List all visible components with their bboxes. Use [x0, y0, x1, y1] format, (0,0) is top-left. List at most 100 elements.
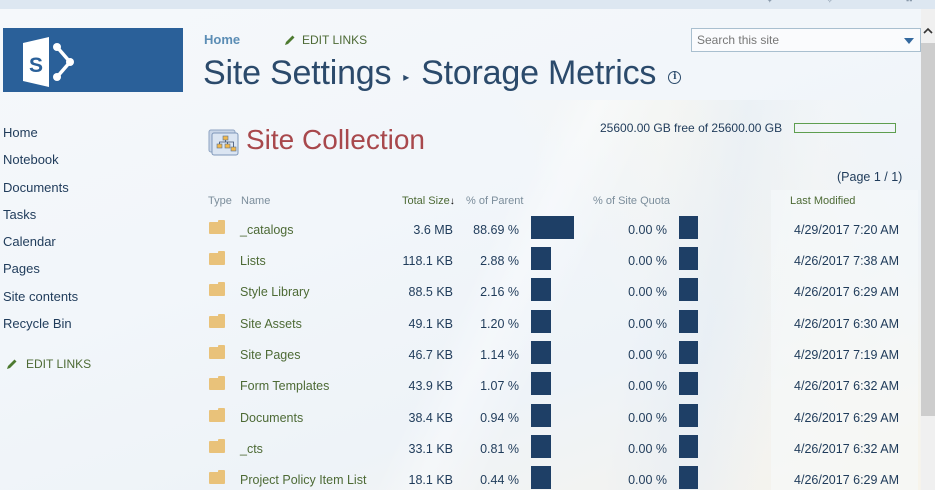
row-name-link[interactable]: Style Library — [240, 285, 310, 299]
row-pct-quota: 0.00 % — [628, 473, 667, 487]
sidebar-item-documents[interactable]: Documents — [3, 180, 69, 195]
table-row[interactable]: Site Assets 49.1 KB 1.20 % 0.00 % 4/26/2017 … — [200, 310, 920, 346]
table-row[interactable]: Documents 38.4 KB 0.94 % 0.00 % 4/26/2017 6:… — [200, 404, 920, 440]
table-row[interactable]: _cts 33.1 KB 0.81 % 0.00 % 4/26/2017 6:32 AM — [200, 435, 920, 471]
row-total-size: 38.4 KB — [408, 411, 453, 425]
row-total-size: 3.6 MB — [413, 223, 453, 237]
window-controls-icon[interactable]: ▪▪ — [906, 0, 913, 5]
row-pct-parent: 88.69 % — [473, 223, 519, 237]
pct-parent-bar — [531, 310, 551, 333]
column-header-pct-quota[interactable]: % of Site Quota — [593, 195, 671, 207]
top-nav-edit-links[interactable]: EDIT LINKS — [284, 33, 367, 47]
scrollbar-thumb[interactable] — [921, 43, 935, 416]
table-row[interactable]: Project Policy Item List 18.1 KB 0.44 % 0.0… — [200, 466, 920, 490]
folder-icon — [209, 439, 225, 453]
row-name-link[interactable]: Site Assets — [240, 317, 302, 331]
row-total-size: 49.1 KB — [408, 317, 453, 331]
row-pct-parent: 2.88 % — [480, 254, 519, 268]
row-pct-parent: 0.81 % — [480, 442, 519, 456]
page-title: Site Settings ▸ Storage Metrics i — [203, 54, 682, 93]
folder-icon — [209, 408, 225, 422]
sharepoint-logo-icon: S — [23, 37, 74, 87]
sidebar-item-site-contents[interactable]: Site contents — [3, 289, 79, 304]
folder-icon — [209, 314, 225, 328]
pager: (Page 1 / 1) — [837, 170, 903, 184]
row-pct-parent: 0.94 % — [480, 411, 519, 425]
table-row[interactable]: Lists 118.1 KB 2.88 % 0.00 % 4/26/2017 7:38 … — [200, 247, 920, 283]
vertical-scrollbar[interactable] — [921, 9, 935, 490]
breadcrumb-site-settings[interactable]: Site Settings — [203, 54, 392, 92]
row-total-size: 18.1 KB — [408, 473, 453, 487]
table-row[interactable]: Form Templates 43.9 KB 1.07 % 0.00 % 4/26/20… — [200, 372, 920, 408]
pct-quota-bar — [679, 466, 698, 489]
row-pct-quota: 0.00 % — [628, 285, 667, 299]
sidebar-item-calendar[interactable]: Calendar — [3, 234, 56, 249]
storage-quota-bar — [794, 123, 896, 133]
pct-parent-bar — [531, 216, 574, 239]
top-nav-home-link[interactable]: Home — [204, 32, 241, 47]
row-name-link[interactable]: Documents — [240, 411, 304, 425]
row-last-modified: 4/29/2017 7:20 AM — [794, 223, 899, 237]
column-header-total-size[interactable]: Total Size↓ — [402, 195, 455, 207]
row-total-size: 43.9 KB — [408, 379, 453, 393]
folder-icon — [209, 220, 225, 234]
row-name-link[interactable]: Project Policy Item List — [240, 473, 367, 487]
row-last-modified: 4/26/2017 6:29 AM — [794, 473, 899, 487]
storage-quota-text: 25600.00 GB free of 25600.00 GB — [600, 121, 783, 135]
sidebar-item-tasks[interactable]: Tasks — [3, 207, 37, 222]
table-row[interactable]: Site Pages 46.7 KB 1.14 % 0.00 % 4/29/2017 7… — [200, 341, 920, 377]
row-last-modified: 4/26/2017 7:38 AM — [794, 254, 899, 268]
info-icon[interactable]: i — [668, 70, 682, 84]
row-name-link[interactable]: Site Pages — [240, 348, 301, 362]
sharepoint-logo[interactable]: S — [3, 28, 183, 92]
column-header-name[interactable]: Name — [241, 195, 271, 207]
row-last-modified: 4/26/2017 6:32 AM — [794, 379, 899, 393]
table-row[interactable]: Style Library 88.5 KB 2.16 % 0.00 % 4/26/201… — [200, 278, 920, 314]
pct-parent-bar — [531, 404, 551, 427]
search-box — [691, 28, 921, 52]
row-pct-quota: 0.00 % — [628, 348, 667, 362]
total-size-label: Total Size — [402, 195, 450, 207]
sidebar-item-pages[interactable]: Pages — [3, 261, 40, 276]
row-last-modified: 4/29/2017 7:19 AM — [794, 348, 899, 362]
pencil-icon — [7, 359, 17, 369]
row-pct-parent: 1.14 % — [480, 348, 519, 362]
row-name-link[interactable]: _cts — [240, 442, 263, 456]
pct-quota-bar — [679, 372, 698, 395]
sidebar-edit-links[interactable]: EDIT LINKS — [6, 357, 91, 371]
breadcrumb-storage-metrics: Storage Metrics — [421, 54, 657, 92]
folder-icon — [209, 251, 225, 265]
pct-quota-bar — [679, 278, 698, 301]
row-pct-quota: 0.00 % — [628, 442, 667, 456]
sidebar-item-home[interactable]: Home — [3, 125, 38, 140]
scroll-up-arrow-icon[interactable] — [923, 26, 933, 36]
row-last-modified: 4/26/2017 6:32 AM — [794, 442, 899, 456]
search-input[interactable] — [692, 29, 892, 51]
section-title: Site Collection — [246, 124, 425, 155]
svg-text:S: S — [29, 54, 43, 77]
row-pct-quota: 0.00 % — [628, 379, 667, 393]
column-header-pct-parent[interactable]: % of Parent — [466, 195, 524, 207]
sidebar-item-recycle-bin[interactable]: Recycle Bin — [3, 316, 72, 331]
browser-toolbar-strip: ✦ ✧ ▪▪ — [0, 0, 935, 9]
row-pct-parent: 1.20 % — [480, 317, 519, 331]
row-name-link[interactable]: _catalogs — [240, 223, 294, 237]
pct-quota-bar — [679, 435, 698, 458]
pct-quota-bar — [679, 247, 698, 270]
sidebar-item-notebook[interactable]: Notebook — [3, 152, 59, 167]
column-header-type[interactable]: Type — [208, 195, 232, 207]
last-modified-column-highlight — [771, 190, 918, 490]
gear-icon[interactable]: ✦ — [766, 0, 774, 5]
column-header-last-modified[interactable]: Last Modified — [790, 195, 856, 207]
table-row[interactable]: _catalogs 3.6 MB 88.69 % 0.00 % 4/29/2017 7:… — [200, 216, 920, 252]
row-pct-quota: 0.00 % — [628, 223, 667, 237]
row-last-modified: 4/26/2017 6:29 AM — [794, 411, 899, 425]
row-name-link[interactable]: Lists — [240, 254, 266, 268]
folder-icon — [209, 282, 225, 296]
edit-links-label: EDIT LINKS — [302, 33, 368, 47]
star-icon[interactable]: ✧ — [826, 0, 834, 5]
row-last-modified: 4/26/2017 6:29 AM — [794, 285, 899, 299]
search-scope-dropdown-icon[interactable] — [904, 38, 914, 44]
row-name-link[interactable]: Form Templates — [240, 379, 330, 393]
row-total-size: 118.1 KB — [402, 254, 453, 268]
